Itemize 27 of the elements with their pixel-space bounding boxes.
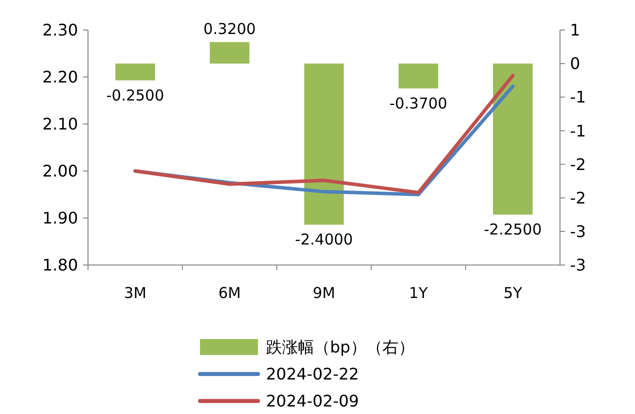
y2-tick-label: 0 bbox=[570, 54, 580, 74]
data-label: -2.2500 bbox=[484, 220, 542, 239]
y-tick-label: 2.00 bbox=[42, 162, 78, 181]
y2-tick-label: -2 bbox=[570, 154, 586, 174]
data-label: -2.4000 bbox=[295, 230, 353, 249]
y2-tick-label: -3 bbox=[570, 222, 586, 242]
x-tick-label: 3M bbox=[124, 284, 146, 302]
x-tick-label: 6M bbox=[218, 284, 241, 302]
data-label: -0.3700 bbox=[389, 94, 448, 112]
y-tick-label: 2.30 bbox=[42, 20, 78, 40]
y2-tick-label: -2 bbox=[570, 188, 586, 208]
y2-tick-label: -1 bbox=[570, 121, 586, 140]
data-label: -0.2500 bbox=[106, 86, 164, 104]
y-tick-label: 1.90 bbox=[42, 208, 78, 228]
x-tick-label: 9M bbox=[312, 284, 336, 302]
legend-label: 2024-02-22 bbox=[266, 364, 359, 384]
y2-tick-label: 1 bbox=[570, 20, 580, 40]
y-tick-label: 2.10 bbox=[42, 114, 78, 134]
legend-label: 2024-02-09 bbox=[266, 392, 359, 411]
y-tick-label: 1.80 bbox=[42, 256, 78, 275]
y-tick-label: 2.20 bbox=[42, 68, 78, 87]
data-label: 0.3200 bbox=[203, 20, 256, 38]
x-tick-label: 5Y bbox=[503, 284, 523, 302]
x-tick-label: 1Y bbox=[409, 284, 429, 302]
y2-tick-label: -1 bbox=[570, 88, 586, 107]
y2-tick-label: -3 bbox=[570, 256, 586, 275]
legend-label: 跌涨幅（bp）（右） bbox=[266, 338, 414, 357]
